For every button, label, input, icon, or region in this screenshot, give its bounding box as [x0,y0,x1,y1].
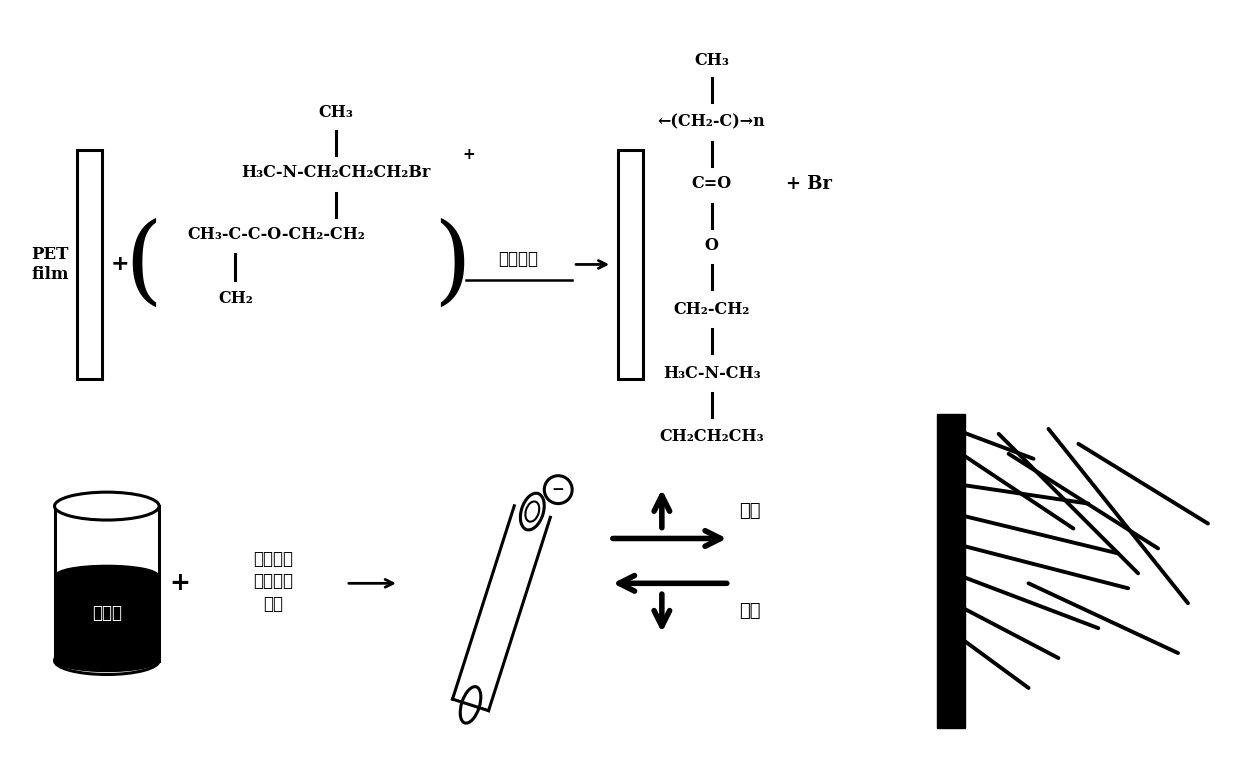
Ellipse shape [56,565,159,586]
Text: ): ) [434,217,471,311]
Text: +: + [463,147,475,162]
Ellipse shape [55,647,159,674]
Text: CH₂: CH₂ [218,290,253,307]
Text: + Br: + Br [786,175,832,193]
Ellipse shape [526,502,539,521]
Text: CH₃-C-C-O-CH₂-CH₂: CH₃-C-C-O-CH₂-CH₂ [187,226,365,243]
Ellipse shape [55,492,159,520]
Text: O: O [704,237,719,254]
Text: CH₃: CH₃ [319,104,353,122]
Ellipse shape [56,650,159,672]
Text: 紫外辐射: 紫外辐射 [498,250,538,268]
Bar [937,414,965,728]
Text: 纳米銀: 纳米銀 [92,604,122,622]
Bar [56,575,159,661]
Bar [77,150,102,379]
Bar [618,150,642,379]
Text: +: + [169,572,190,595]
Text: CH₂-CH₂: CH₂-CH₂ [673,301,750,318]
Text: 吸附: 吸附 [739,602,761,620]
Text: PET
film: PET film [31,246,69,283]
Text: 静电: 静电 [739,502,761,520]
Ellipse shape [460,687,481,723]
Ellipse shape [521,493,544,530]
Bar [55,506,159,661]
Text: −: − [552,482,564,497]
Text: H₃C-N-CH₂CH₂CH₂Br: H₃C-N-CH₂CH₂CH₂Br [242,165,430,181]
Text: ←(CH₂-C)→n: ←(CH₂-C)→n [657,114,765,130]
Text: H₃C-N-CH₃: H₃C-N-CH₃ [663,365,760,382]
Text: CH₃: CH₃ [694,52,729,69]
Text: (: ( [125,217,162,311]
Circle shape [544,476,572,503]
Text: CH₂CH₂CH₃: CH₂CH₂CH₃ [660,428,764,445]
Text: 氟碳阴离
子表面活
性剂: 氟碳阴离 子表面活 性剂 [253,550,293,612]
Text: C=O: C=O [692,176,732,192]
Text: +: + [110,255,129,274]
